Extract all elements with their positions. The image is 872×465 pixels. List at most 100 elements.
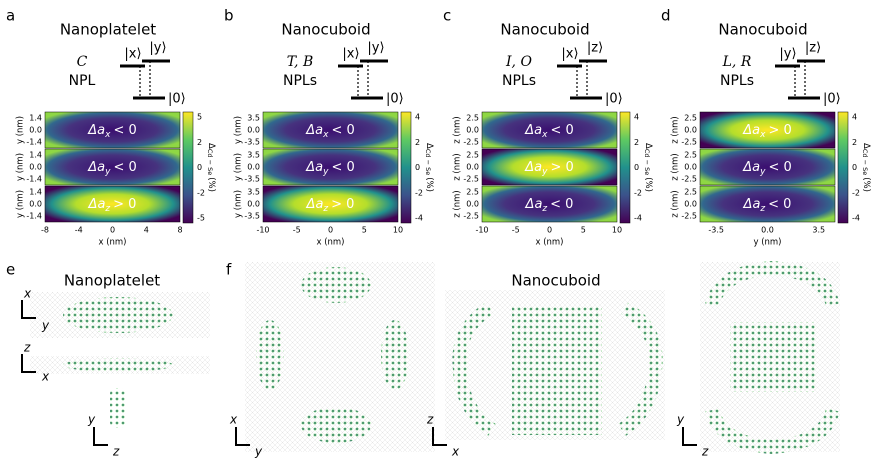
colorbar-tick-label: -4: [634, 214, 642, 223]
map-label: Δaz > 0: [88, 197, 137, 214]
subscript: Cd − Se: [424, 149, 432, 175]
y-axis-label: y (nm): [16, 153, 26, 181]
y-tick-label: -3.5: [244, 138, 260, 147]
axis-triad: [21, 354, 36, 373]
symbol: Δa: [305, 123, 323, 138]
y-axis-label: z (nm): [671, 190, 681, 217]
x-axis-label: y (nm): [753, 238, 781, 248]
x-axis-label: x (nm): [316, 238, 344, 248]
symbol: Δ: [862, 143, 872, 149]
symbol: Δ: [425, 143, 435, 149]
y-tick-label: 3.5: [247, 114, 260, 123]
subscript: x: [322, 130, 329, 140]
x-tick-label: 10: [612, 226, 622, 235]
state: |x⟩: [124, 47, 141, 62]
state: |z⟩: [587, 41, 603, 56]
unit: (%): [862, 177, 872, 192]
density: [301, 407, 371, 443]
x-tick-label: 5: [581, 226, 586, 235]
y-tick-label: 1.4: [29, 151, 42, 160]
colorbar-label: ΔCd − Se (%): [643, 143, 654, 192]
map-label: Δaz > 0: [306, 197, 355, 214]
unit: (%): [207, 177, 217, 192]
colorbar-tick-label: -2: [852, 188, 860, 197]
colorbar-tick-label: 2: [852, 138, 857, 147]
level-label: T, B: [287, 54, 313, 70]
y-tick-label: -2.5: [681, 138, 697, 147]
colorbar-tick-label: 2: [415, 138, 420, 147]
axis-triad: [682, 427, 697, 446]
colorbar-tick-label: -5: [197, 214, 205, 223]
level-label: NPLs: [502, 73, 536, 89]
map-label: Δax < 0: [524, 123, 573, 140]
colorbar: [619, 111, 631, 224]
axis-label: z: [112, 445, 120, 459]
heatmap: [44, 185, 181, 223]
panel-letter: d: [661, 7, 671, 25]
panel-title: Nanocuboid: [281, 21, 370, 39]
y-tick-label: 2.5: [684, 114, 697, 123]
relation: < 0: [331, 123, 354, 138]
x-tick-label: 5: [362, 226, 367, 235]
relation: > 0: [550, 160, 573, 175]
density: [452, 302, 497, 436]
axis-label: x: [41, 370, 50, 384]
symbol: Δa: [87, 160, 105, 175]
symbol: Δa: [743, 197, 761, 212]
axis-label: x: [451, 445, 460, 459]
level-label: NPL: [69, 73, 96, 89]
colorbar-tick-label: 5: [197, 113, 202, 122]
panel-title: Nanocuboid: [718, 21, 807, 39]
panel-title: Nanocuboid: [511, 272, 600, 290]
state: |y⟩: [367, 41, 384, 56]
x-tick-label: -5: [512, 226, 520, 235]
heatmap: [262, 148, 399, 186]
state: |x⟩: [342, 47, 359, 62]
unit: (%): [425, 177, 435, 192]
y-tick-label: 0.0: [247, 200, 260, 209]
map-label: Δax < 0: [305, 123, 354, 140]
y-axis-label: z (nm): [453, 116, 463, 143]
y-tick-label: 1.4: [29, 188, 42, 197]
y-tick-label: 1.4: [29, 114, 42, 123]
subscript: x: [541, 130, 548, 140]
level-label: NPLs: [720, 73, 754, 89]
symbol: Δa: [742, 160, 760, 175]
colorbar-label: ΔCd − Se (%): [206, 143, 217, 192]
x-tick-label: 8: [177, 226, 182, 235]
panel-letter: f: [226, 261, 232, 279]
axis-label: z: [701, 445, 709, 459]
x-tick-label: 0: [328, 226, 333, 235]
panel-e: e Nanoplatelet x y z x y z: [6, 261, 210, 459]
state: |0⟩: [168, 92, 186, 107]
x-tick-label: -8: [41, 226, 49, 235]
axis-triad: [235, 427, 250, 446]
state: |0⟩: [823, 92, 841, 107]
y-tick-label: -2.5: [463, 212, 479, 221]
y-tick-label: -1.4: [26, 138, 42, 147]
x-tick-label: -10: [475, 226, 488, 235]
subscript: Cd − Se: [206, 149, 214, 175]
y-tick-label: 0.0: [29, 126, 42, 135]
relation: < 0: [768, 197, 791, 212]
y-tick-label: 0.0: [29, 163, 42, 172]
density: [110, 388, 126, 428]
heatmap: [44, 148, 181, 186]
y-tick-label: 2.5: [684, 188, 697, 197]
panel-letter: e: [6, 261, 15, 279]
y-tick-label: 2.5: [684, 151, 697, 160]
colorbar-tick-label: 4: [634, 113, 639, 122]
subscript: z: [104, 204, 110, 214]
relation: < 0: [113, 160, 136, 175]
axis-label: x: [23, 287, 32, 301]
map-label: Δax > 0: [742, 123, 791, 140]
map-label: Δay > 0: [524, 160, 573, 177]
density: [705, 407, 840, 455]
state: |y⟩: [149, 41, 166, 56]
y-tick-label: 0.0: [466, 200, 479, 209]
symbol: Δa: [88, 197, 106, 212]
colorbar-tick-label: -2: [197, 188, 205, 197]
x-tick-label: 4: [144, 226, 149, 235]
y-tick-label: -2.5: [463, 138, 479, 147]
